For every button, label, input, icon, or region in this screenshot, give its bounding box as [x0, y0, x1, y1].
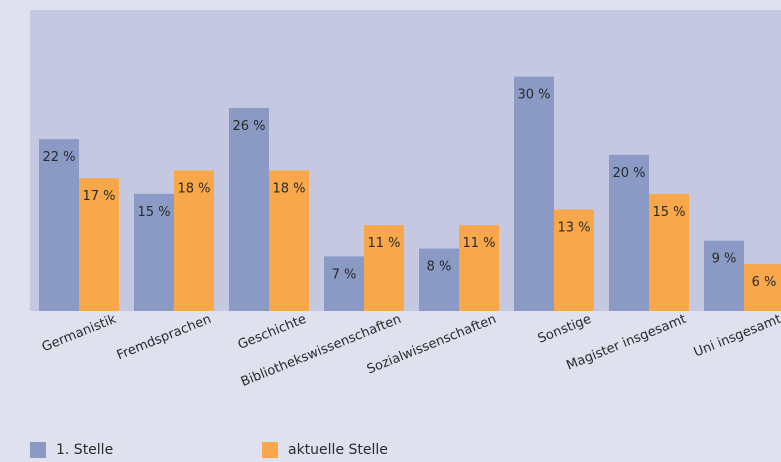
legend-item-1-stelle: 1. Stelle	[30, 440, 113, 460]
value-label-aktuelle-stelle-6: 15 %	[652, 205, 685, 220]
legend-label-aktuelle-stelle: aktuelle Stelle	[288, 442, 388, 458]
legend-swatch-aktuelle-stelle	[262, 442, 278, 458]
bar-erste-stelle-7	[704, 240, 744, 311]
bar-erste-stelle-3	[324, 256, 364, 311]
bar-aktuelle-stelle-0	[79, 178, 119, 311]
category-label-5: Sonstige	[536, 312, 594, 347]
bar-erste-stelle-4	[419, 248, 459, 311]
bar-erste-stelle-2	[229, 107, 269, 312]
value-label-aktuelle-stelle-2: 18 %	[272, 181, 305, 196]
value-label-erste-stelle-1: 15 %	[137, 205, 170, 220]
category-label-7: Uni insgesamt	[692, 312, 781, 361]
value-label-aktuelle-stelle-0: 17 %	[82, 189, 115, 204]
bar-aktuelle-stelle-5	[554, 209, 594, 311]
legend-swatch-1-stelle	[30, 442, 46, 458]
value-label-aktuelle-stelle-4: 11 %	[462, 236, 495, 251]
category-label-0: Germanistik	[40, 312, 119, 356]
category-label-1: Fremdsprachen	[115, 312, 214, 364]
bar-aktuelle-stelle-2	[269, 170, 309, 311]
bar-aktuelle-stelle-3	[364, 225, 404, 311]
legend-label-1-stelle: 1. Stelle	[56, 442, 114, 458]
value-label-aktuelle-stelle-3: 11 %	[367, 236, 400, 251]
value-label-erste-stelle-0: 22 %	[42, 150, 75, 165]
category-label-3: Bibliothekswissenschaften	[239, 312, 404, 390]
bar-erste-stelle-0	[39, 139, 79, 311]
value-label-aktuelle-stelle-1: 18 %	[177, 181, 210, 196]
value-label-erste-stelle-2: 26 %	[232, 119, 265, 134]
value-label-erste-stelle-4: 8 %	[427, 260, 452, 275]
bar-erste-stelle-6	[609, 154, 649, 311]
category-label-2: Geschichte	[236, 312, 309, 353]
value-label-erste-stelle-7: 9 %	[712, 252, 737, 267]
bar-aktuelle-stelle-1	[174, 170, 214, 311]
value-label-erste-stelle-5: 30 %	[517, 88, 550, 103]
bar-aktuelle-stelle-7	[744, 264, 781, 311]
bar-aktuelle-stelle-4	[459, 225, 499, 311]
bar-erste-stelle-1	[134, 193, 174, 311]
bar-erste-stelle-5	[514, 76, 554, 311]
value-label-aktuelle-stelle-5: 13 %	[557, 220, 590, 235]
value-label-erste-stelle-6: 20 %	[612, 166, 645, 181]
bar-aktuelle-stelle-6	[649, 193, 689, 311]
value-label-aktuelle-stelle-7: 6 %	[752, 275, 777, 290]
legend-item-aktuelle-stelle: aktuelle Stelle	[262, 440, 388, 460]
value-label-erste-stelle-3: 7 %	[332, 267, 357, 282]
